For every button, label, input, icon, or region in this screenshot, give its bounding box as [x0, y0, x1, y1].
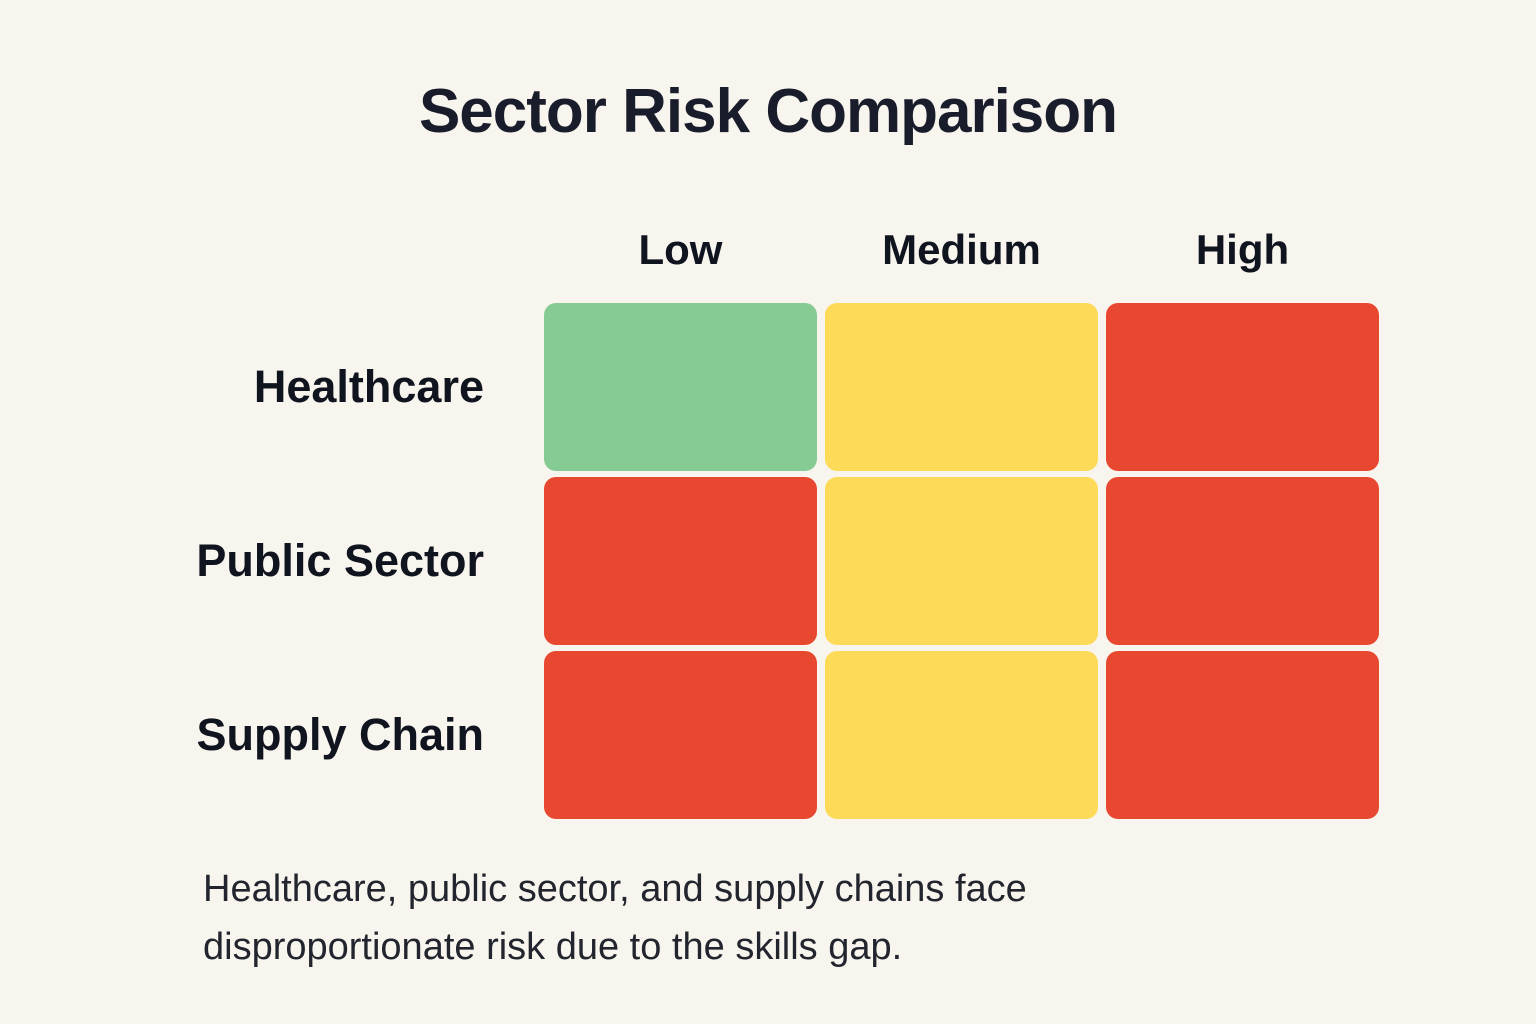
matrix-corner-spacer [0, 222, 540, 300]
matrix-cell-public-sector-low [544, 477, 817, 645]
column-header-low: Low [638, 226, 723, 273]
column-header-high: High [1195, 226, 1290, 273]
matrix-cell-healthcare-low [544, 303, 817, 471]
matrix-cell-supply-chain-low [544, 651, 817, 819]
row-label-healthcare: Healthcare [253, 361, 484, 412]
caption-line-2: disproportionate risk due to the skills … [203, 926, 903, 968]
matrix-cell-healthcare-medium [825, 303, 1098, 471]
matrix-cell-healthcare-high [1106, 303, 1379, 471]
column-header-medium: Medium [882, 226, 1041, 273]
matrix-cell-public-sector-high [1106, 477, 1379, 645]
row-label-supply-chain: Supply Chain [196, 709, 484, 760]
matrix-cell-supply-chain-high [1106, 651, 1379, 819]
risk-matrix: Low Medium High Healthcare Public Sector… [0, 222, 1383, 822]
chart-caption: Healthcare, public sector, and supply ch… [203, 860, 1027, 976]
chart-title: Sector Risk Comparison [418, 77, 1118, 146]
caption-line-1: Healthcare, public sector, and supply ch… [203, 868, 1027, 910]
row-label-public-sector: Public Sector [196, 535, 484, 586]
matrix-cell-supply-chain-medium [825, 651, 1098, 819]
matrix-cell-public-sector-medium [825, 477, 1098, 645]
